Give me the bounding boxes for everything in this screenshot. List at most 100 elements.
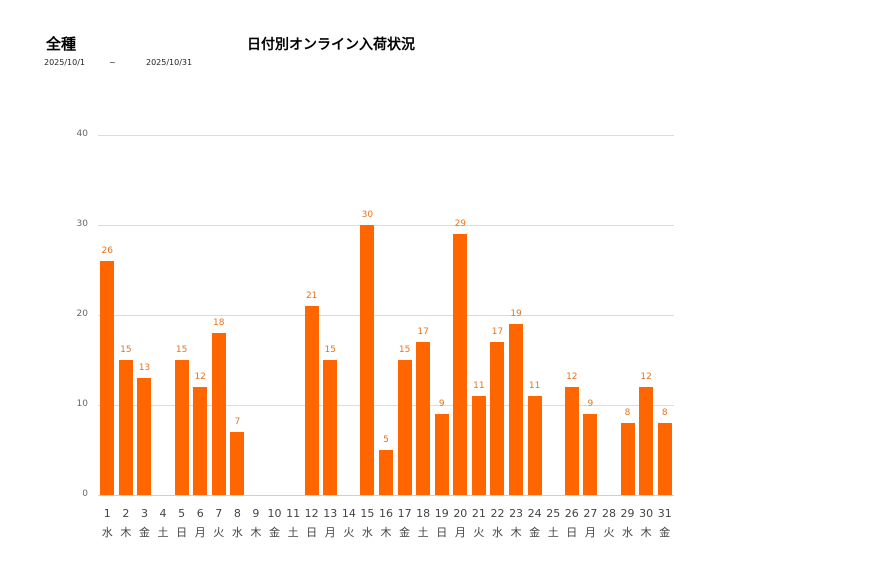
x-axis-weekday-label: 水: [101, 526, 113, 539]
bar-value-label: 17: [491, 327, 504, 337]
bar[interactable]: [100, 261, 115, 495]
bar[interactable]: [137, 378, 152, 495]
bar-value-label: 15: [324, 345, 336, 355]
x-axis-day-label: 3: [140, 507, 148, 520]
bar[interactable]: [509, 324, 524, 495]
gridline: [98, 405, 674, 406]
gridline: [98, 315, 674, 316]
bar[interactable]: [416, 342, 431, 495]
y-axis-tick-label: 40: [76, 129, 88, 139]
bar[interactable]: [174, 360, 189, 495]
x-axis-day-label: 25: [546, 507, 561, 520]
chart-title: 日付別オンライン入荷状況: [247, 37, 415, 53]
x-axis-weekday-label: 火: [213, 526, 225, 539]
x-axis-weekday-label: 日: [306, 526, 318, 539]
x-axis-weekday-label: 日: [566, 526, 578, 539]
bar-value-label: 18: [213, 318, 225, 328]
x-axis-weekday-label: 火: [603, 526, 615, 539]
x-axis-weekday-label: 土: [157, 526, 169, 539]
x-axis-day-label: 12: [304, 507, 319, 520]
x-axis-day-label: 2: [122, 507, 130, 520]
bar[interactable]: [583, 414, 598, 495]
bar-value-label: 12: [640, 372, 652, 382]
x-axis-day-label: 22: [490, 507, 505, 520]
x-axis-weekday-label: 月: [324, 526, 336, 539]
x-axis-day-label: 30: [639, 507, 654, 520]
x-axis-weekday-label: 水: [231, 526, 243, 539]
bar[interactable]: [527, 396, 542, 495]
gridline: [98, 225, 674, 226]
x-axis-day-label: 29: [620, 507, 635, 520]
x-axis-day-label: 24: [527, 507, 542, 520]
bar-value-label: 26: [101, 246, 113, 256]
bar[interactable]: [564, 387, 579, 495]
x-axis-weekday-label: 金: [399, 526, 411, 539]
bar[interactable]: [397, 360, 412, 495]
bar[interactable]: [657, 423, 672, 495]
x-axis-day-label: 26: [564, 507, 579, 520]
x-axis-day-label: 20: [453, 507, 468, 520]
x-axis-day-label: 8: [233, 507, 241, 520]
x-axis-day-label: 14: [341, 507, 356, 520]
bar-value-label: 12: [194, 372, 206, 382]
x-axis-day-label: 31: [657, 507, 672, 520]
x-axis-weekday-label: 水: [491, 526, 503, 539]
x-axis-weekday-label: 土: [417, 526, 429, 539]
x-axis-day-label: 19: [434, 507, 449, 520]
x-axis-weekday-label: 木: [120, 526, 132, 539]
y-axis-tick-label: 0: [82, 489, 88, 499]
bar[interactable]: [193, 387, 208, 495]
x-axis-day-label: 27: [583, 507, 598, 520]
x-axis-day-label: 5: [178, 507, 186, 520]
bar-value-label: 19: [510, 309, 522, 319]
bar-value-label: 11: [528, 381, 541, 391]
bar-value-label: 8: [624, 408, 631, 418]
bar[interactable]: [639, 387, 654, 495]
x-axis-day-label: 1: [103, 507, 111, 520]
bar-value-label: 15: [120, 345, 132, 355]
bar-value-label: 15: [398, 345, 411, 355]
bar[interactable]: [211, 333, 226, 495]
x-axis-day-label: 13: [323, 507, 338, 520]
x-axis-day-label: 11: [286, 507, 301, 520]
x-axis-weekday-label: 日: [176, 526, 188, 539]
x-axis-day-label: 10: [267, 507, 282, 520]
bar-value-label: 21: [305, 291, 318, 301]
bar[interactable]: [360, 225, 375, 495]
bar[interactable]: [230, 432, 245, 495]
bar-value-label: 7: [234, 417, 241, 427]
bar-value-label: 11: [473, 381, 485, 391]
category-title: 全種: [46, 35, 77, 53]
x-axis-weekday-label: 木: [510, 526, 522, 539]
x-axis-weekday-label: 土: [287, 526, 299, 539]
x-axis-weekday-label: 土: [547, 526, 559, 539]
x-axis-day-label: 28: [601, 507, 616, 520]
bar-value-label: 17: [417, 327, 429, 337]
bar[interactable]: [471, 396, 486, 495]
x-axis-weekday-label: 月: [584, 526, 596, 539]
bar[interactable]: [620, 423, 635, 495]
bar[interactable]: [379, 450, 393, 495]
bar[interactable]: [453, 234, 468, 495]
gridline: [98, 135, 674, 136]
y-axis-tick-label: 20: [76, 309, 88, 319]
x-axis-day-label: 16: [379, 507, 393, 520]
x-axis-weekday-label: 火: [473, 526, 485, 539]
bar-value-label: 13: [138, 363, 151, 373]
x-axis-weekday-label: 金: [138, 526, 150, 539]
x-axis-day-label: 21: [471, 507, 486, 520]
bar-value-label: 9: [587, 399, 594, 409]
bar[interactable]: [118, 360, 133, 495]
x-axis-weekday-label: 金: [269, 526, 281, 539]
bar[interactable]: [323, 360, 338, 495]
bar[interactable]: [490, 342, 505, 495]
x-axis-day-label: 15: [360, 507, 375, 520]
date-separator: ~: [109, 58, 116, 67]
x-axis-weekday-label: 木: [380, 526, 392, 539]
x-axis-day-label: 4: [159, 507, 167, 520]
bar[interactable]: [434, 414, 449, 495]
bar[interactable]: [304, 306, 319, 495]
x-axis-weekday-label: 日: [436, 526, 448, 539]
x-axis-weekday-label: 木: [640, 526, 652, 539]
